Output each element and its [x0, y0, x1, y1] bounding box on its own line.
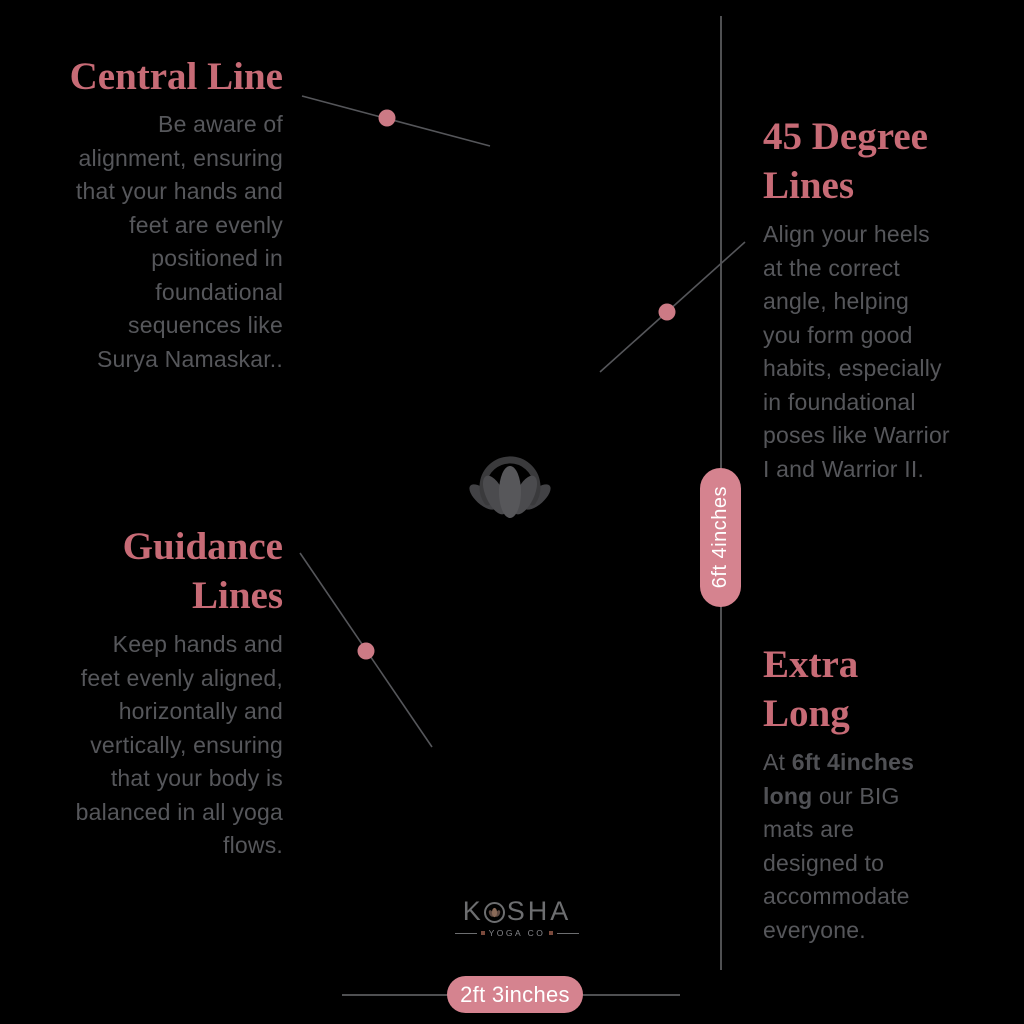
section-extra-long: Extra Long At 6ft 4inches long our BIG m…	[763, 640, 978, 947]
central-line-body: Be aware of alignment, ensuring that you…	[75, 111, 283, 372]
degree-lines-dot-icon	[658, 303, 676, 321]
width-measurement-badge: 2ft 3inches	[447, 976, 583, 1013]
section-45-degree-lines: 45 Degree Lines Align your heels at the …	[763, 112, 1003, 486]
width-measurement-label: 2ft 3inches	[460, 981, 570, 1007]
extra-long-body-bold: 6ft 4inches long	[763, 749, 915, 809]
central-line-dot-icon	[378, 109, 396, 127]
section-guidance-lines: Guidance Lines Keep hands and feet evenl…	[18, 522, 283, 863]
section-central-line: Central Line Be aware of alignment, ensu…	[18, 54, 283, 376]
length-measurement-label: 6ft 4inches	[709, 486, 731, 589]
brand-subtitle-row: YOGA CO	[454, 928, 580, 938]
brand-word-end: SHA	[506, 896, 572, 926]
extra-long-title: Extra Long	[763, 643, 859, 735]
brand-subtitle: YOGA CO	[488, 928, 546, 938]
extra-long-body: At 6ft 4inches long our BIG mats are des…	[763, 746, 978, 947]
guidance-lines-dot-icon	[357, 642, 375, 660]
subtitle-accent-right	[549, 931, 554, 935]
subtitle-rule-left	[454, 932, 477, 934]
brand-wordmark: K SHA	[463, 898, 572, 925]
subtitle-rule-right	[557, 932, 580, 934]
brand-lotus-o-icon	[483, 902, 505, 923]
length-measurement-badge: 6ft 4inches	[700, 468, 741, 607]
lotus-icon	[469, 456, 551, 518]
subtitle-accent-left	[480, 931, 485, 935]
guidance-lines-body: Keep hands and feet evenly aligned, hori…	[75, 631, 283, 858]
extra-long-body-rest: our BIG mats are designed to accommodate…	[763, 782, 910, 943]
degree-lines-title: 45 Degree Lines	[763, 115, 928, 207]
guidance-lines-title: Guidance Lines	[122, 525, 283, 617]
extra-long-body-prefix: At	[763, 749, 792, 775]
central-line-leader	[301, 95, 491, 147]
central-line-title: Central Line	[69, 55, 283, 98]
brand-logo: K SHA YOGA CO	[442, 898, 592, 938]
brand-word-start: K	[462, 896, 484, 926]
degree-lines-body: Align your heels at the correct angle, h…	[763, 221, 950, 482]
